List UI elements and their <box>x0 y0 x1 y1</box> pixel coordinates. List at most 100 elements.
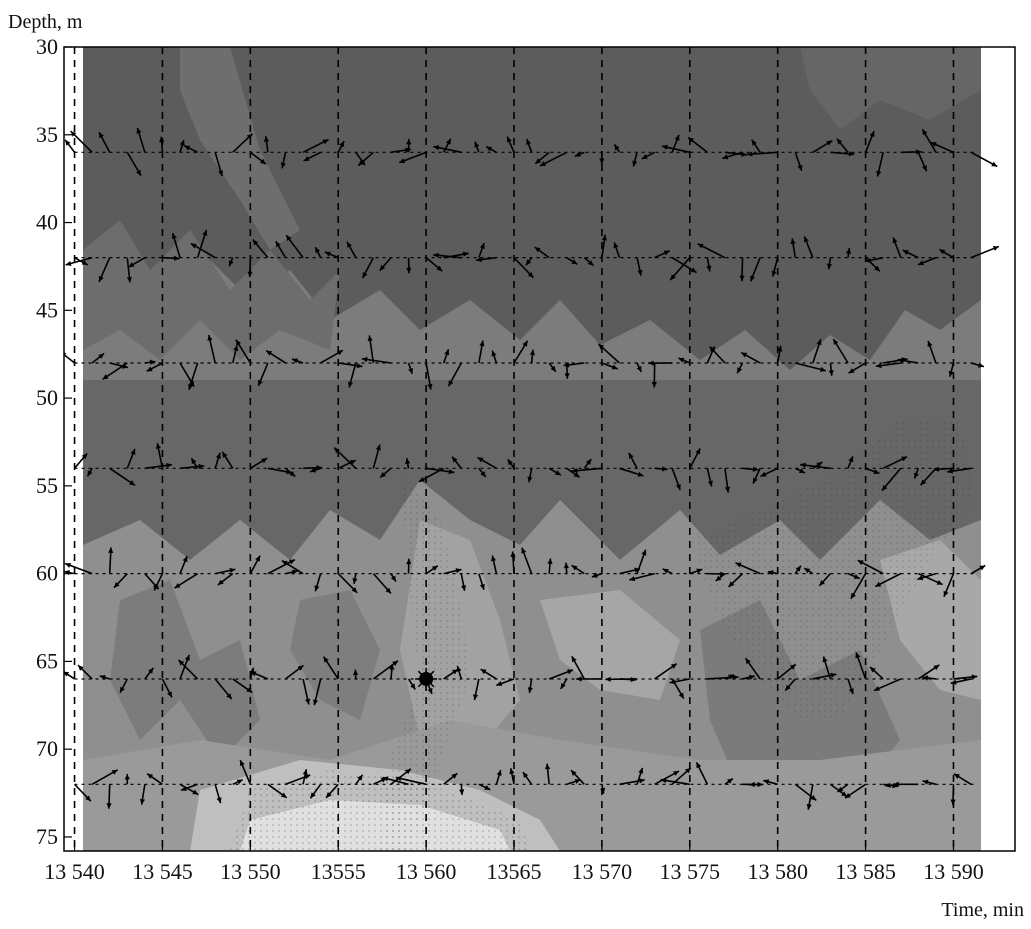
vector-arrowhead <box>247 271 253 278</box>
vector-arrowhead <box>433 145 440 151</box>
vector-arrowhead <box>567 669 574 675</box>
vector-arrowhead <box>113 581 120 588</box>
vector-arrowhead <box>166 462 173 469</box>
x-tick-label: 13 590 <box>923 859 984 884</box>
vector-arrowhead <box>826 263 833 270</box>
vector-arrowhead <box>777 345 783 352</box>
vector-arrowhead <box>830 672 837 678</box>
vector-arrowhead <box>129 480 135 486</box>
vector-arrowhead <box>99 674 106 680</box>
vector-arrowhead <box>651 382 657 388</box>
vector-arrowhead <box>685 767 691 774</box>
vector-arrowhead <box>869 131 875 138</box>
vector-arrowhead <box>484 785 491 790</box>
vector-arrowhead <box>480 669 487 675</box>
vector-arrowhead <box>571 467 578 474</box>
y-tick-label: 60 <box>36 561 58 586</box>
vector-arrowhead <box>948 370 954 377</box>
vector-arrowhead <box>893 781 899 787</box>
vector-arrowhead <box>261 458 268 464</box>
vector-arrowhead <box>757 781 763 788</box>
vector-arrowhead <box>292 358 298 364</box>
vector-arrowhead <box>874 686 881 691</box>
highlight-marker <box>415 667 438 690</box>
vector-arrowhead <box>526 138 532 145</box>
vector-arrowhead <box>260 158 266 165</box>
vector-arrowhead <box>473 694 479 701</box>
vector-arrowhead <box>310 467 317 473</box>
vector-arrowhead <box>111 769 118 775</box>
vector-arrowhead <box>405 768 411 775</box>
vector-arrowhead <box>87 470 93 477</box>
vector-arrowhead <box>953 773 960 779</box>
vector-arrowhead <box>696 762 702 769</box>
x-tick-label: 13 570 <box>572 859 633 884</box>
vector-arrowhead <box>745 658 751 665</box>
vector-arrowhead <box>322 139 329 145</box>
vector-arrowhead <box>978 362 984 368</box>
vector-arrowhead <box>486 146 493 152</box>
vector-arrowhead <box>81 453 88 460</box>
vector-arrowhead <box>474 141 480 148</box>
vector-arrowhead <box>257 379 263 386</box>
vector-arrowhead <box>226 693 232 700</box>
y-tick-label: 30 <box>36 34 58 59</box>
vector-arrowhead <box>870 666 876 673</box>
vector-arrowhead <box>280 162 286 169</box>
vector-arrowhead <box>571 656 577 663</box>
vector-arrowhead <box>613 242 619 249</box>
vector-arrowhead <box>535 158 542 164</box>
vector-arrowhead <box>198 463 205 470</box>
vector-arrowhead <box>522 340 528 347</box>
vector-arrowhead <box>479 583 485 590</box>
vector-arrowhead <box>564 373 570 379</box>
vector-arrowhead <box>436 265 443 272</box>
vector-arrowhead <box>927 340 933 347</box>
vector-arrowhead <box>136 127 142 134</box>
y-tick-label: 40 <box>36 210 58 235</box>
vector-arrowhead <box>217 579 224 585</box>
vector-arrowhead <box>816 462 823 468</box>
vector-arrowhead <box>427 383 433 390</box>
vector-arrowhead <box>85 795 91 802</box>
vector-arrowhead <box>334 447 340 454</box>
vector-arrowhead <box>188 383 194 390</box>
vector-arrowhead <box>184 654 190 661</box>
vector-arrowhead <box>480 471 486 478</box>
vector-arrowhead <box>789 664 796 670</box>
vector-arrowhead <box>476 256 482 263</box>
vector-arrowhead <box>662 466 668 472</box>
x-tick-label: 13565 <box>487 859 542 884</box>
velocity-vectors <box>64 127 1000 810</box>
vector-arrowhead <box>171 233 177 240</box>
vector-arrowhead <box>375 444 381 451</box>
vector-arrowhead <box>748 674 755 680</box>
vector-arrowhead <box>876 170 882 177</box>
vector-arrowhead <box>947 468 953 474</box>
vector-arrowhead <box>180 786 187 791</box>
vector-arrowhead <box>326 792 332 798</box>
vector-arrowhead <box>246 133 253 140</box>
vector-arrowhead <box>707 480 713 487</box>
vector-arrowhead <box>65 260 72 266</box>
vector-arrowhead <box>314 585 320 592</box>
vector-arrowhead <box>521 547 527 554</box>
vector-arrowhead <box>392 660 399 667</box>
vector-arrowhead <box>795 565 801 572</box>
y-tick-label: 55 <box>36 473 58 498</box>
vector-arrowhead <box>913 472 919 479</box>
vector-arrowhead <box>922 129 928 136</box>
vector-arrowhead <box>99 132 104 139</box>
vector-arrowhead <box>339 141 345 148</box>
vector-arrowhead <box>599 158 605 164</box>
vector-arrowhead <box>571 565 578 571</box>
vector-arrowhead <box>65 562 72 568</box>
vector-arrowhead <box>459 789 465 795</box>
vector-arrowhead <box>897 357 904 364</box>
vector-arrowhead <box>611 364 618 370</box>
vector-arrowhead <box>724 486 731 493</box>
vector-arrowhead <box>418 476 425 482</box>
vector-arrowhead <box>527 476 533 483</box>
vector-arrowhead <box>545 763 551 770</box>
